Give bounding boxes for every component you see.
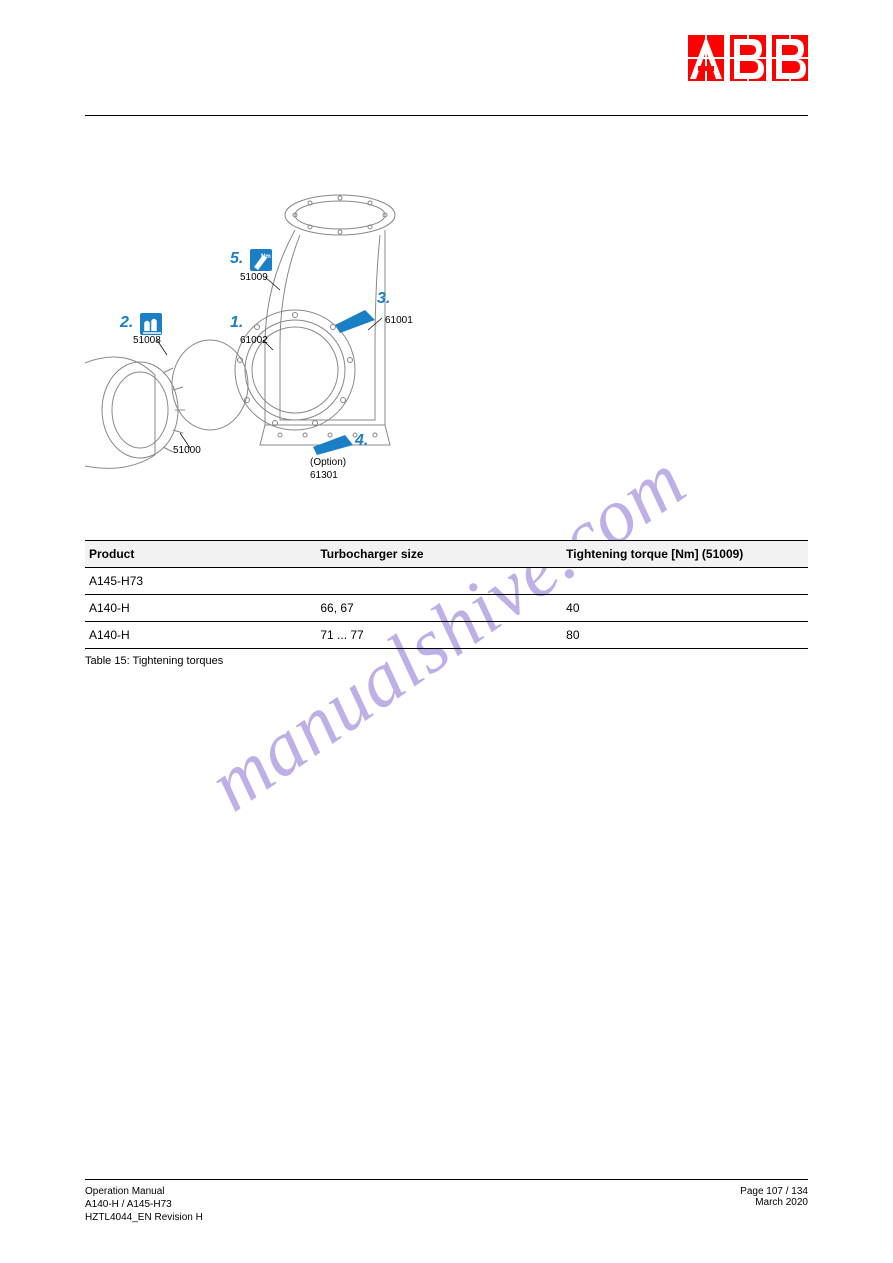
table-header-row: Product Turbocharger size Tightening tor…: [85, 541, 808, 568]
header-divider: [85, 115, 808, 116]
page-header: [688, 35, 808, 88]
label-51008: 51008: [133, 335, 161, 346]
table-row: A140-H 66, 67 40: [85, 595, 808, 622]
callout-5: 5.: [230, 250, 243, 267]
cell-torque: [562, 568, 808, 595]
page-footer: Operation Manual A140-H / A145-H73 HZTL4…: [85, 1179, 808, 1223]
footer-left: Operation Manual A140-H / A145-H73 HZTL4…: [85, 1186, 203, 1223]
torque-table: Product Turbocharger size Tightening tor…: [85, 540, 808, 649]
callout-4: 4.: [354, 432, 368, 449]
table-caption: Table 15: Tightening torques: [85, 655, 808, 667]
table-row: A145-H73: [85, 568, 808, 595]
label-51009: 51009: [240, 272, 268, 283]
label-61301: 61301: [310, 470, 338, 481]
torque-table-section: Product Turbocharger size Tightening tor…: [85, 540, 808, 667]
table-row: A140-H 71 ... 77 80: [85, 622, 808, 649]
col-torque: Tightening torque [Nm] (51009): [562, 541, 808, 568]
label-61002: 61002: [240, 335, 268, 346]
footer-docnum: HZTL4044_EN Revision H: [85, 1212, 203, 1223]
arrow-4: [313, 435, 353, 455]
callout-2: 2.: [119, 314, 133, 331]
cell-product: A145-H73: [85, 568, 316, 595]
cell-product: A140-H: [85, 622, 316, 649]
cell-torque: 80: [562, 622, 808, 649]
cell-size: [316, 568, 562, 595]
cell-size: 66, 67: [316, 595, 562, 622]
callout-3: 3.: [377, 290, 390, 307]
label-61001: 61001: [385, 315, 413, 326]
cell-product: A140-H: [85, 595, 316, 622]
footer-doc-title: Operation Manual: [85, 1186, 203, 1197]
col-product: Product: [85, 541, 316, 568]
label-51000: 51000: [173, 445, 201, 456]
cell-size: 71 ... 77: [316, 622, 562, 649]
label-option: (Option): [310, 457, 346, 468]
footer-date: March 2020: [740, 1197, 808, 1208]
cell-torque: 40: [562, 595, 808, 622]
callout-1: 1.: [230, 314, 243, 331]
footer-right: Page 107 / 134 March 2020: [740, 1186, 808, 1223]
svg-text:Nm: Nm: [261, 254, 271, 260]
footer-model: A140-H / A145-H73: [85, 1199, 203, 1210]
heat-icon: [140, 313, 162, 335]
torque-icon: Nm: [250, 249, 272, 271]
assembly-diagram: Nm 1. 2. 3. 4. 5. 51009 61001 61002 5100…: [85, 175, 465, 515]
abb-logo: [688, 35, 808, 83]
col-size: Turbocharger size: [316, 541, 562, 568]
footer-page: Page 107 / 134: [740, 1186, 808, 1197]
